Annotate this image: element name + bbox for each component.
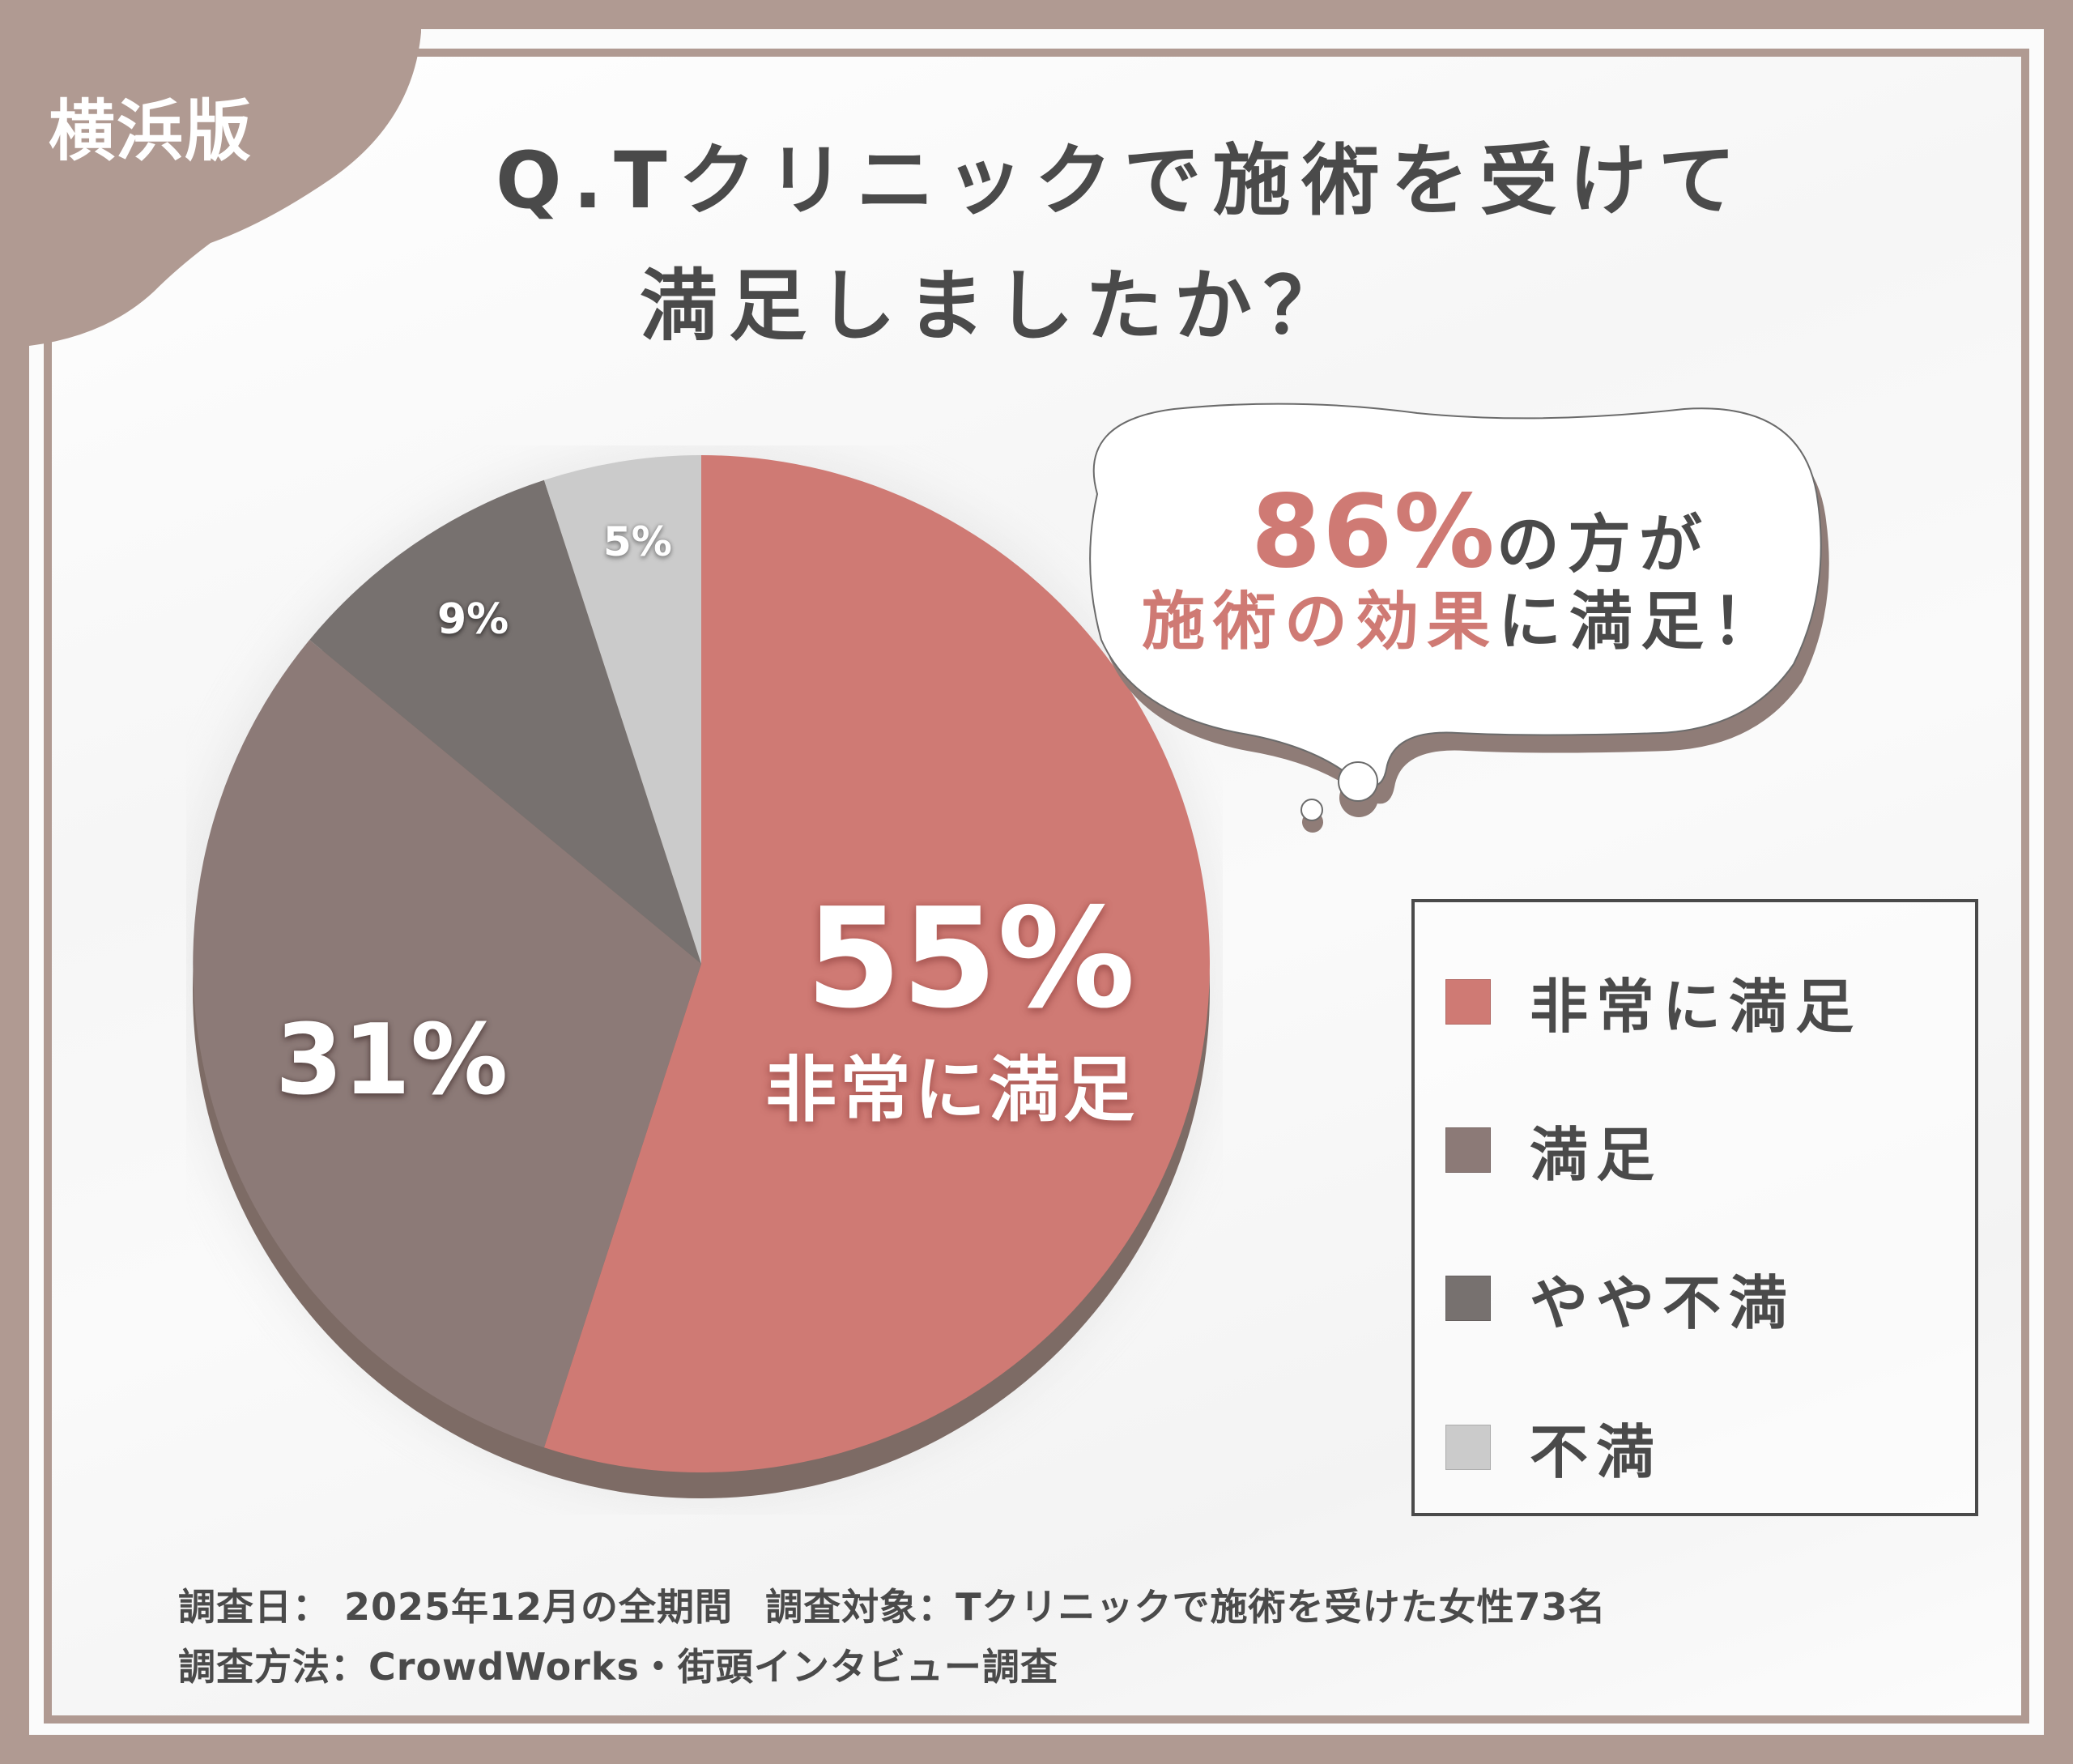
survey-date: 調査日： 2025年12月の全期間 (178, 1585, 734, 1629)
callout-line2-rest: に満足！ (1498, 586, 1784, 658)
legend-item-very-satisfied: 非常に満足 (1445, 959, 1862, 1044)
slice-very-satisfied (543, 455, 1210, 1472)
edition-corner-blob (0, 0, 421, 348)
legend-label: やや不満 (1530, 1269, 1796, 1337)
callout-line2: 施術の効果に満足！ (1142, 571, 1783, 662)
callout-line1: 86%の方が (1251, 474, 1710, 590)
callout-highlight: 施術の効果 (1142, 586, 1499, 658)
question-title-line2: 満足しましたか？ (640, 261, 1352, 352)
bubble-dot-large (1338, 761, 1378, 802)
legend-label: 不満 (1530, 1418, 1663, 1486)
bubble-body (1089, 403, 1822, 787)
pie-chart (186, 445, 1220, 1498)
bubble-dot-small (1300, 799, 1323, 821)
question-title-line1: Q.Tクリニックで施術を受けて (496, 135, 1747, 226)
thought-bubble (1089, 403, 1829, 833)
survey-info-line1: 調査日： 2025年12月の全期間 調査対象：Tクリニックで施術を受けた女性73名 (178, 1578, 1606, 1631)
label-somewhat-dissatisfied-pct: 9% (437, 595, 509, 644)
legend-label: 非常に満足 (1530, 973, 1862, 1041)
legend-swatch-somewhat-dissatisfied (1445, 1275, 1491, 1321)
slice-dissatisfied (543, 455, 701, 964)
legend-item-dissatisfied: 不満 (1445, 1404, 1662, 1489)
legend-label: 満足 (1530, 1121, 1663, 1189)
legend-swatch-dissatisfied (1445, 1424, 1491, 1470)
label-satisfied-pct: 31% (275, 1004, 509, 1117)
legend-swatch-very-satisfied (1445, 978, 1491, 1025)
legend-item-somewhat-dissatisfied: やや不満 (1445, 1255, 1795, 1340)
slice-satisfied (193, 639, 702, 1448)
chart-legend: 非常に満足 満足 やや不満 不満 (1411, 899, 1978, 1516)
edition-label: 横浜版 (49, 93, 253, 170)
legend-swatch-satisfied (1445, 1127, 1491, 1173)
legend-item-satisfied: 満足 (1445, 1107, 1662, 1192)
callout-percent: 86% (1251, 474, 1496, 590)
label-dissatisfied-pct: 5% (603, 518, 672, 565)
slice-somewhat-dissatisfied (309, 479, 701, 964)
survey-target: 調査対象：Tクリニックで施術を受けた女性73名 (765, 1585, 1607, 1629)
callout-line1-rest: の方が (1496, 509, 1710, 582)
label-very-satisfied-name: 非常に満足 (765, 1048, 1139, 1131)
label-very-satisfied-pct: 55% (806, 879, 1135, 1039)
survey-method: 調査方法：CrowdWorks・街頭インタビュー調査 (178, 1645, 1058, 1689)
